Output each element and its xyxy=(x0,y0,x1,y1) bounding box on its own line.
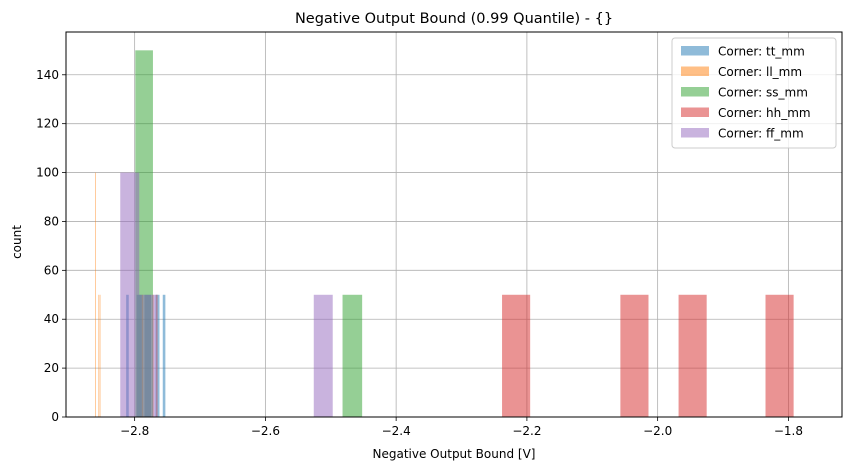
legend-label: Corner: ff_mm xyxy=(718,127,804,141)
y-axis-title: count xyxy=(10,225,24,259)
bars xyxy=(95,50,794,417)
legend-swatch xyxy=(681,66,709,76)
y-tick-label: 140 xyxy=(36,68,59,82)
legend-swatch xyxy=(681,87,709,97)
legend-label: Corner: tt_mm xyxy=(718,45,805,59)
x-tick-label: −2.8 xyxy=(120,424,149,438)
legend-label: Corner: hh_mm xyxy=(718,106,811,120)
histogram-bar xyxy=(620,294,649,417)
y-tick-label: 20 xyxy=(44,361,59,375)
histogram-bar xyxy=(765,294,794,417)
y-tick-label: 120 xyxy=(36,117,59,131)
legend-swatch xyxy=(681,46,709,56)
histogram-bar xyxy=(678,294,707,417)
histogram-bar xyxy=(99,294,101,417)
legend-label: Corner: ll_mm xyxy=(718,65,802,79)
histogram-bar xyxy=(139,294,158,417)
x-tick-label: −2.0 xyxy=(643,424,672,438)
legend: Corner: tt_mm Corner: ll_mm Corner: ss_mm C… xyxy=(671,37,837,149)
y-tick-label: 0 xyxy=(51,410,59,424)
histogram-bar xyxy=(95,172,96,417)
x-tick-label: −2.6 xyxy=(251,424,280,438)
y-tick-label: 60 xyxy=(44,263,59,277)
y-tick-label: 100 xyxy=(36,166,59,180)
x-tick-label: −2.4 xyxy=(382,424,411,438)
histogram-bar xyxy=(502,294,531,417)
series-ff-mm xyxy=(120,172,333,417)
legend-swatch xyxy=(681,128,709,138)
y-tick-label: 80 xyxy=(44,214,59,228)
histogram-bar xyxy=(98,294,100,417)
series-hh-mm xyxy=(502,294,794,417)
histogram-bar xyxy=(313,294,333,417)
x-tick-label: −1.8 xyxy=(774,424,803,438)
axis-ticks: −2.8 −2.6 −2.4 −2.2 −2.0 −1.8 0 20 40 60 80 100 120 1… xyxy=(36,68,803,438)
plot-frame xyxy=(65,31,843,418)
histogram-bar xyxy=(120,172,140,417)
legend-box xyxy=(671,37,837,149)
legend-label: Corner: ss_mm xyxy=(718,86,808,100)
histogram-bar xyxy=(162,294,166,417)
chart-title: Negative Output Bound (0.99 Quantile) - … xyxy=(295,11,613,27)
histogram-bar xyxy=(342,294,363,417)
x-tick-label: −2.2 xyxy=(512,424,541,438)
x-axis-title: Negative Output Bound [V] xyxy=(373,447,536,461)
legend-swatch xyxy=(681,107,709,117)
y-tick-label: 40 xyxy=(44,312,59,326)
